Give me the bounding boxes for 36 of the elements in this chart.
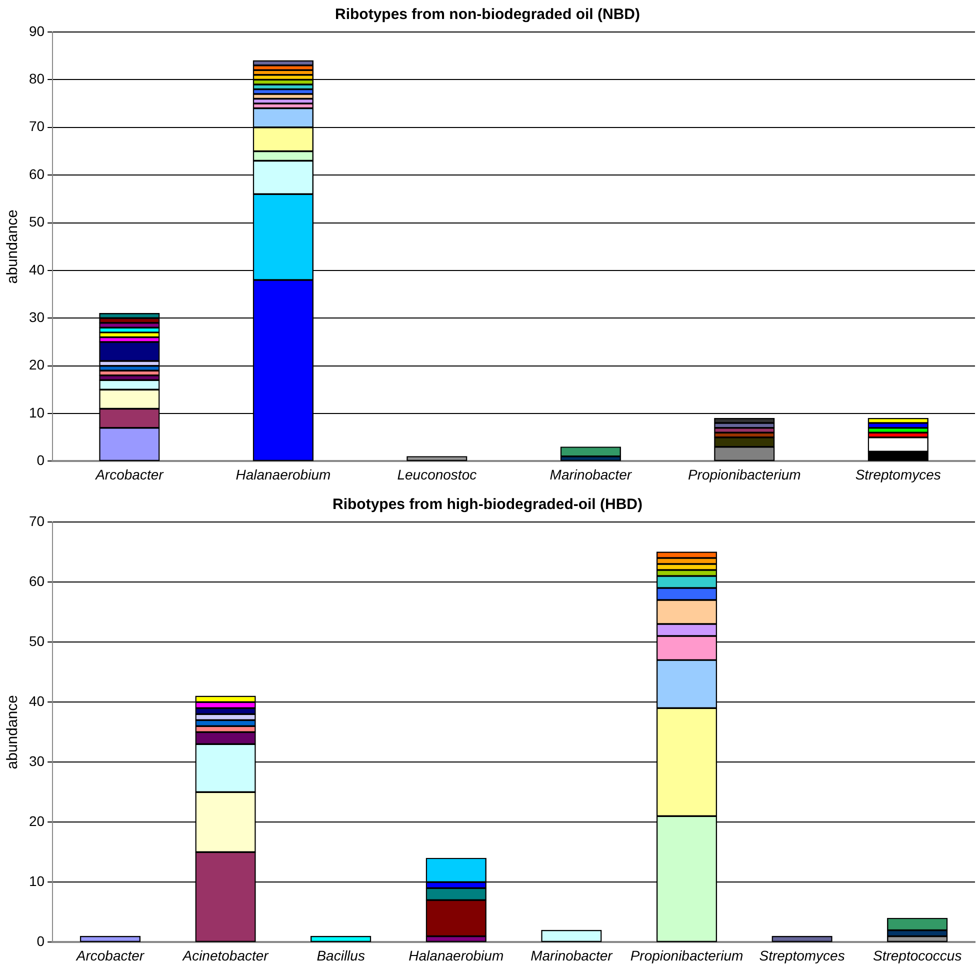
y-tick-label: 30 bbox=[28, 752, 45, 769]
y-tick-label: 80 bbox=[28, 70, 45, 87]
y-tick-label: 10 bbox=[28, 873, 45, 890]
x-tick-label: Streptomyces bbox=[855, 466, 941, 482]
x-tick-label: Marinobacter bbox=[530, 947, 614, 964]
x-tick-label: Arcobacter bbox=[94, 466, 165, 482]
x-tick-label: Halanaerobium bbox=[236, 466, 331, 482]
y-tick-label: 40 bbox=[28, 261, 45, 278]
y-tick-label: 50 bbox=[28, 632, 45, 649]
x-tick-label: Propionibacterium bbox=[688, 466, 802, 482]
y-tick-label: 20 bbox=[28, 356, 45, 373]
x-tick-label: Halanaerobium bbox=[408, 947, 504, 964]
x-tick-label: Streptomyces bbox=[759, 947, 845, 964]
x-tick-label: Acinetobacter bbox=[182, 947, 270, 964]
x-tick-label: Arcobacter bbox=[75, 947, 146, 964]
x-tick-label: Streptococcus bbox=[872, 947, 962, 964]
y-tick-label: 40 bbox=[28, 692, 45, 709]
chart-title: Ribotypes from high-biodegraded-oil (HBD) bbox=[332, 496, 642, 514]
x-tick-label: Propionibacterium bbox=[630, 947, 744, 964]
y-tick-label: 90 bbox=[28, 22, 45, 39]
y-tick-label: 0 bbox=[36, 452, 45, 468]
y-tick-label: 20 bbox=[28, 813, 45, 829]
x-tick-label: Marinobacter bbox=[550, 466, 633, 482]
y-tick-label: 0 bbox=[36, 933, 45, 950]
y-tick-label: 30 bbox=[28, 308, 45, 325]
y-tick-label: 60 bbox=[28, 166, 45, 182]
y-tick-label: 10 bbox=[28, 404, 45, 420]
x-tick-label: Leuconostoc bbox=[397, 466, 477, 482]
x-tick-label: Bacillus bbox=[316, 947, 365, 964]
y-tick-label: 70 bbox=[28, 512, 45, 529]
chart-title: Ribotypes from non-biodegraded oil (NBD) bbox=[335, 6, 640, 24]
y-tick-label: 70 bbox=[28, 118, 45, 134]
y-tick-label: 50 bbox=[28, 214, 45, 230]
y-axis-title: abundance bbox=[4, 694, 22, 770]
y-tick-label: 60 bbox=[28, 572, 45, 589]
y-axis-title: abundance bbox=[4, 209, 22, 284]
